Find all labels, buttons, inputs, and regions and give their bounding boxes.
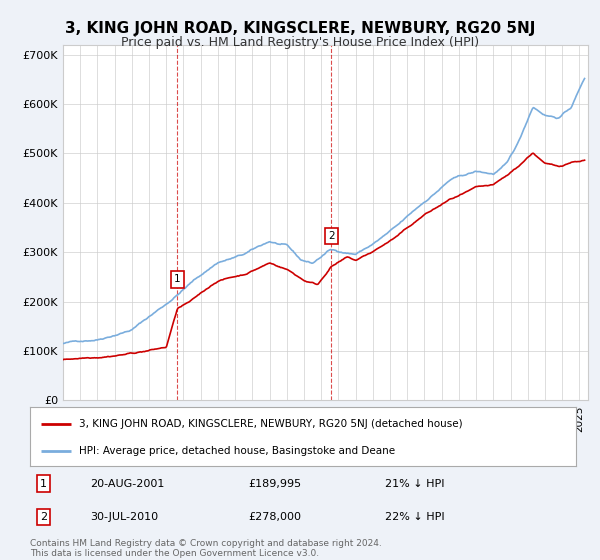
Text: 3, KING JOHN ROAD, KINGSCLERE, NEWBURY, RG20 5NJ: 3, KING JOHN ROAD, KINGSCLERE, NEWBURY, …	[65, 21, 535, 36]
Text: 20-AUG-2001: 20-AUG-2001	[90, 479, 164, 488]
Text: £278,000: £278,000	[248, 512, 301, 522]
Text: £189,995: £189,995	[248, 479, 302, 488]
Text: 22% ↓ HPI: 22% ↓ HPI	[385, 512, 445, 522]
Text: 1: 1	[40, 479, 47, 488]
Text: 21% ↓ HPI: 21% ↓ HPI	[385, 479, 445, 488]
Text: 2: 2	[40, 512, 47, 522]
Text: 2: 2	[328, 231, 334, 241]
Text: 30-JUL-2010: 30-JUL-2010	[90, 512, 158, 522]
Text: Contains HM Land Registry data © Crown copyright and database right 2024.
This d: Contains HM Land Registry data © Crown c…	[30, 539, 382, 558]
Text: HPI: Average price, detached house, Basingstoke and Deane: HPI: Average price, detached house, Basi…	[79, 446, 395, 456]
Text: 3, KING JOHN ROAD, KINGSCLERE, NEWBURY, RG20 5NJ (detached house): 3, KING JOHN ROAD, KINGSCLERE, NEWBURY, …	[79, 418, 463, 428]
Text: Price paid vs. HM Land Registry's House Price Index (HPI): Price paid vs. HM Land Registry's House …	[121, 36, 479, 49]
Text: 1: 1	[174, 274, 181, 284]
